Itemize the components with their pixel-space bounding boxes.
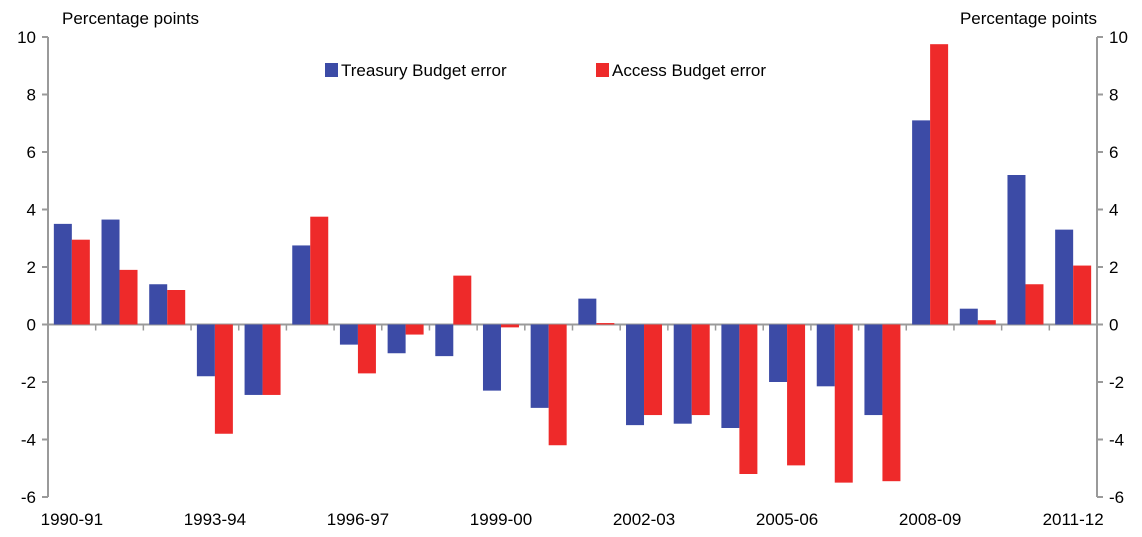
- bar-access-1995-96: [310, 216, 329, 325]
- bar-treasury-2001-02: [578, 298, 597, 325]
- bar-treasury-1996-97: [339, 324, 358, 345]
- x-tick-label: 2005-06: [756, 510, 818, 529]
- bar-access-2003-04: [691, 324, 710, 416]
- bar-treasury-2009-10: [959, 308, 978, 325]
- legend-swatch-access: [596, 63, 609, 77]
- bar-access-2005-06: [787, 324, 806, 466]
- legend-label-access: Access Budget error: [612, 61, 766, 80]
- y-tick-label-left: -6: [21, 488, 36, 507]
- y-axis-label-left: Percentage points: [62, 9, 199, 28]
- axes: -6 -6 -4 -4 -2 -2 0 0 2 2 4 4 6 6 8 8 10 10: [17, 28, 1128, 507]
- y-tick-label-right: 4: [1109, 201, 1118, 220]
- y-tick-label-right: 6: [1109, 143, 1118, 162]
- x-tick-label: 2002-03: [613, 510, 675, 529]
- bar-treasury-2010-11: [1007, 175, 1026, 325]
- x-tick-label: 1996-97: [327, 510, 389, 529]
- legend-swatch-treasury: [325, 63, 338, 77]
- bar-treasury-1990-91: [53, 223, 72, 325]
- y-tick-label-left: 8: [27, 86, 36, 105]
- bar-access-2006-07: [834, 324, 853, 483]
- legend-label-treasury: Treasury Budget error: [341, 61, 507, 80]
- y-tick-label-left: 2: [27, 258, 36, 277]
- y-tick-label-right: 8: [1109, 86, 1118, 105]
- bar-treasury-2005-06: [769, 324, 788, 382]
- bar-treasury-2004-05: [721, 324, 740, 428]
- y-tick-label-left: -4: [21, 431, 36, 450]
- y-tick-label-right: -4: [1109, 431, 1124, 450]
- bar-access-1992-93: [167, 290, 186, 325]
- y-tick-label-right: 2: [1109, 258, 1118, 277]
- bar-access-2010-11: [1025, 284, 1044, 325]
- y-tick-label-left: 4: [27, 201, 36, 220]
- bars: [53, 44, 1092, 483]
- bar-treasury-2000-01: [530, 324, 549, 408]
- x-tick-label: 1999-00: [470, 510, 532, 529]
- bar-access-1993-94: [214, 324, 233, 434]
- bar-treasury-1992-93: [149, 284, 168, 325]
- bar-treasury-1999-00: [482, 324, 501, 391]
- y-tick-label-right: -2: [1109, 373, 1124, 392]
- bar-access-1999-00: [500, 324, 519, 328]
- bar-treasury-1991-92: [101, 219, 120, 325]
- bar-access-1998-99: [453, 275, 472, 325]
- bar-access-2004-05: [739, 324, 758, 474]
- y-tick-label-left: -2: [21, 373, 36, 392]
- bar-treasury-1995-96: [292, 245, 311, 325]
- x-tick-label: 2011-12: [1043, 510, 1104, 529]
- bar-access-2007-08: [882, 324, 901, 482]
- bar-treasury-2006-07: [816, 324, 835, 387]
- x-tick-label: 2008-09: [899, 510, 961, 529]
- bar-treasury-2003-04: [673, 324, 692, 424]
- bar-access-2008-09: [930, 44, 949, 325]
- bar-access-2001-02: [596, 323, 615, 325]
- bar-access-2009-10: [977, 320, 996, 325]
- y-tick-label-left: 6: [27, 143, 36, 162]
- y-tick-label-left: 0: [27, 316, 36, 335]
- y-tick-label-right: -6: [1109, 488, 1124, 507]
- y-tick-label-right: 10: [1109, 28, 1128, 47]
- bar-access-1991-92: [119, 269, 138, 325]
- bar-access-2011-12: [1073, 265, 1092, 325]
- bar-treasury-2002-03: [626, 324, 645, 426]
- y-axis-label-right: Percentage points: [960, 9, 1097, 28]
- y-tick-label-left: 10: [17, 28, 36, 47]
- bar-access-1990-91: [71, 239, 90, 325]
- bar-treasury-1993-94: [196, 324, 215, 377]
- bar-access-1994-95: [262, 324, 281, 395]
- legend: Treasury Budget error Access Budget error: [325, 61, 766, 80]
- bar-treasury-1997-98: [387, 324, 406, 354]
- x-tick-label: 1990-91: [41, 510, 103, 529]
- bar-treasury-1998-99: [435, 324, 454, 357]
- x-tick-label: 1993-94: [184, 510, 246, 529]
- bar-access-2000-01: [548, 324, 567, 446]
- bar-treasury-2011-12: [1055, 229, 1074, 325]
- bar-treasury-2008-09: [912, 120, 931, 325]
- bar-treasury-2007-08: [864, 324, 883, 416]
- bar-access-1996-97: [357, 324, 376, 374]
- bar-access-2002-03: [644, 324, 663, 416]
- bar-treasury-1994-95: [244, 324, 263, 395]
- y-tick-label-right: 0: [1109, 316, 1118, 335]
- bar-access-1997-98: [405, 324, 424, 335]
